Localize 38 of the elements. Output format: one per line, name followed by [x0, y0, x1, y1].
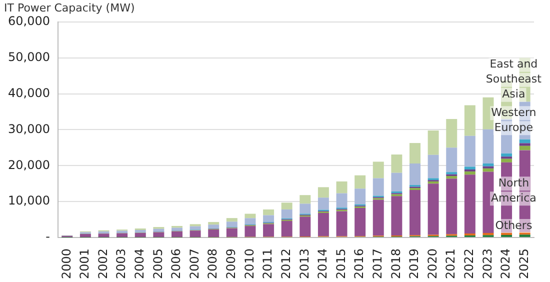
x-tick-label: 2021 [444, 248, 458, 280]
x-tick-label: 2005 [150, 248, 165, 280]
x-tick-label: 2015 [334, 248, 348, 280]
x-tick-label: 2008 [206, 248, 220, 280]
x-tick-label: 2009 [224, 248, 238, 280]
x-tick-label: 2001 [78, 248, 92, 280]
x-tick-label: 2003 [114, 248, 128, 280]
y-tick-label: 40,000 [8, 86, 50, 100]
series-label: North America [491, 176, 536, 204]
y-tick-label: 10,000 [8, 194, 50, 208]
x-tick-label: 2007 [187, 248, 202, 280]
y-tick-label: 50,000 [8, 50, 50, 64]
y-axis-title: IT Power Capacity (MW) [4, 1, 135, 14]
x-tick-label: 2011 [260, 248, 275, 280]
x-tick-label: 2014 [316, 248, 330, 280]
y-tick-label: 20,000 [8, 158, 50, 172]
x-tick-label: 2020 [425, 248, 440, 280]
x-tick-label: 2010 [242, 248, 256, 280]
series-label: East and Southeast Asia [486, 58, 542, 101]
x-tick-label: 2019 [407, 248, 422, 280]
x-tick-label: 2017 [370, 248, 385, 280]
y-tick-label: - [46, 230, 50, 244]
series-label: Western Europe [491, 106, 536, 134]
x-tick-label: 2002 [96, 248, 110, 280]
x-tick-label: 2018 [388, 248, 403, 280]
y-tick-label: 30,000 [8, 122, 50, 136]
x-tick-label: 2004 [132, 248, 146, 280]
x-tick-label: 2013 [297, 248, 312, 280]
series-label: Others [495, 218, 532, 232]
x-tick-label: 2016 [352, 248, 366, 280]
x-tick-label: 2006 [169, 248, 184, 280]
x-tick-label: 2022 [462, 248, 476, 280]
x-tick-label: 2025 [516, 248, 531, 280]
x-tick-label: 2024 [498, 248, 513, 280]
x-tick-label: 2000 [59, 248, 74, 280]
x-tick-label: 2012 [278, 248, 293, 280]
x-tick-label: 2023 [480, 248, 494, 280]
y-tick-label: 60,000 [8, 14, 50, 28]
